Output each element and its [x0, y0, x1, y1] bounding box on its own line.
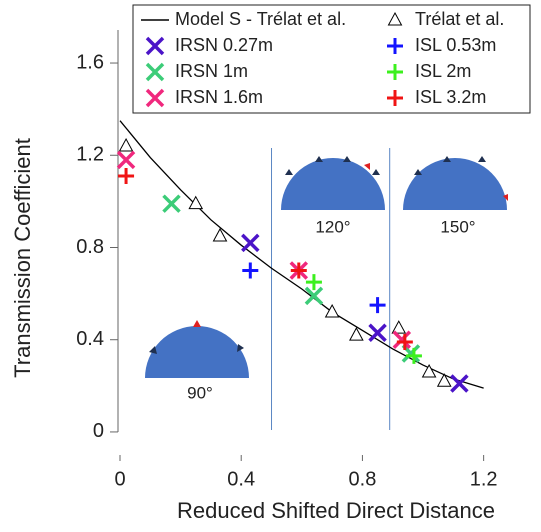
model-line — [119, 120, 484, 389]
y-tick-label: 1.6 — [76, 51, 104, 73]
plus-marker — [290, 262, 307, 279]
x-marker — [162, 194, 181, 213]
legend: Model S - Trélat et al. Trélat et al. IRSN… — [132, 4, 531, 114]
y-axis-label: Transmission Coefficient — [10, 138, 35, 378]
x-tick-label: 0.4 — [227, 468, 255, 490]
x-marker — [450, 374, 469, 393]
x-axis-label: Reduced Shifted Direct Distance — [177, 498, 495, 523]
y-tick-label: 0.4 — [76, 328, 104, 350]
triangle-marker — [188, 195, 204, 210]
half-disc — [403, 158, 507, 210]
icon-marker — [364, 163, 370, 170]
x-marker — [241, 233, 260, 253]
legend-label: IRSN 1m — [175, 61, 248, 81]
triangle-marker — [324, 303, 340, 318]
angle-label: 90° — [187, 383, 213, 402]
y-tick-label: 0 — [93, 420, 104, 442]
plus-marker — [387, 64, 403, 80]
plus-marker — [369, 297, 386, 314]
legend-label: ISL 3.2m — [415, 87, 486, 107]
plus-marker — [387, 38, 403, 54]
triangle-marker — [349, 327, 364, 341]
legend-label: Trélat et al. — [415, 9, 504, 29]
x-marker — [145, 88, 165, 108]
legend-label: ISL 0.53m — [415, 35, 496, 55]
x-marker — [145, 36, 165, 56]
triangle-marker — [212, 227, 228, 242]
legend-label: ISL 2m — [415, 61, 471, 81]
plus-marker — [387, 90, 403, 106]
legend-label: IRSN 0.27m — [175, 35, 273, 55]
half-disc — [281, 158, 385, 210]
triangle-marker — [421, 363, 437, 378]
plus-marker — [305, 274, 322, 291]
plus-marker — [242, 262, 259, 279]
icon-marker — [193, 320, 201, 327]
plus-marker — [118, 168, 135, 185]
x-marker — [368, 323, 387, 343]
angle-label: 150° — [440, 217, 475, 236]
inset-icons — [145, 156, 508, 378]
triangle-marker — [118, 137, 134, 152]
legend-box — [132, 4, 531, 114]
x-marker — [116, 150, 136, 170]
x-marker — [145, 62, 165, 82]
half-disc — [145, 326, 249, 378]
plus-marker — [396, 334, 413, 351]
angle-label: 120° — [315, 217, 350, 236]
triangle-marker — [436, 373, 452, 387]
x-tick-label: 0.8 — [349, 468, 377, 490]
triangle-marker — [391, 320, 407, 334]
x-tick-label: 0 — [114, 468, 125, 490]
y-tick-label: 1.2 — [76, 144, 104, 166]
x-marker — [392, 330, 412, 349]
triangle-marker — [387, 11, 403, 26]
x-marker — [304, 286, 324, 306]
y-tick-label: 0.8 — [76, 236, 104, 258]
x-tick-label: 1.2 — [470, 468, 498, 490]
icon-marker — [503, 194, 508, 201]
plus-marker — [405, 347, 422, 364]
legend-label: IRSN 1.6m — [175, 87, 263, 107]
legend-label: Model S - Trélat et al. — [175, 9, 346, 29]
